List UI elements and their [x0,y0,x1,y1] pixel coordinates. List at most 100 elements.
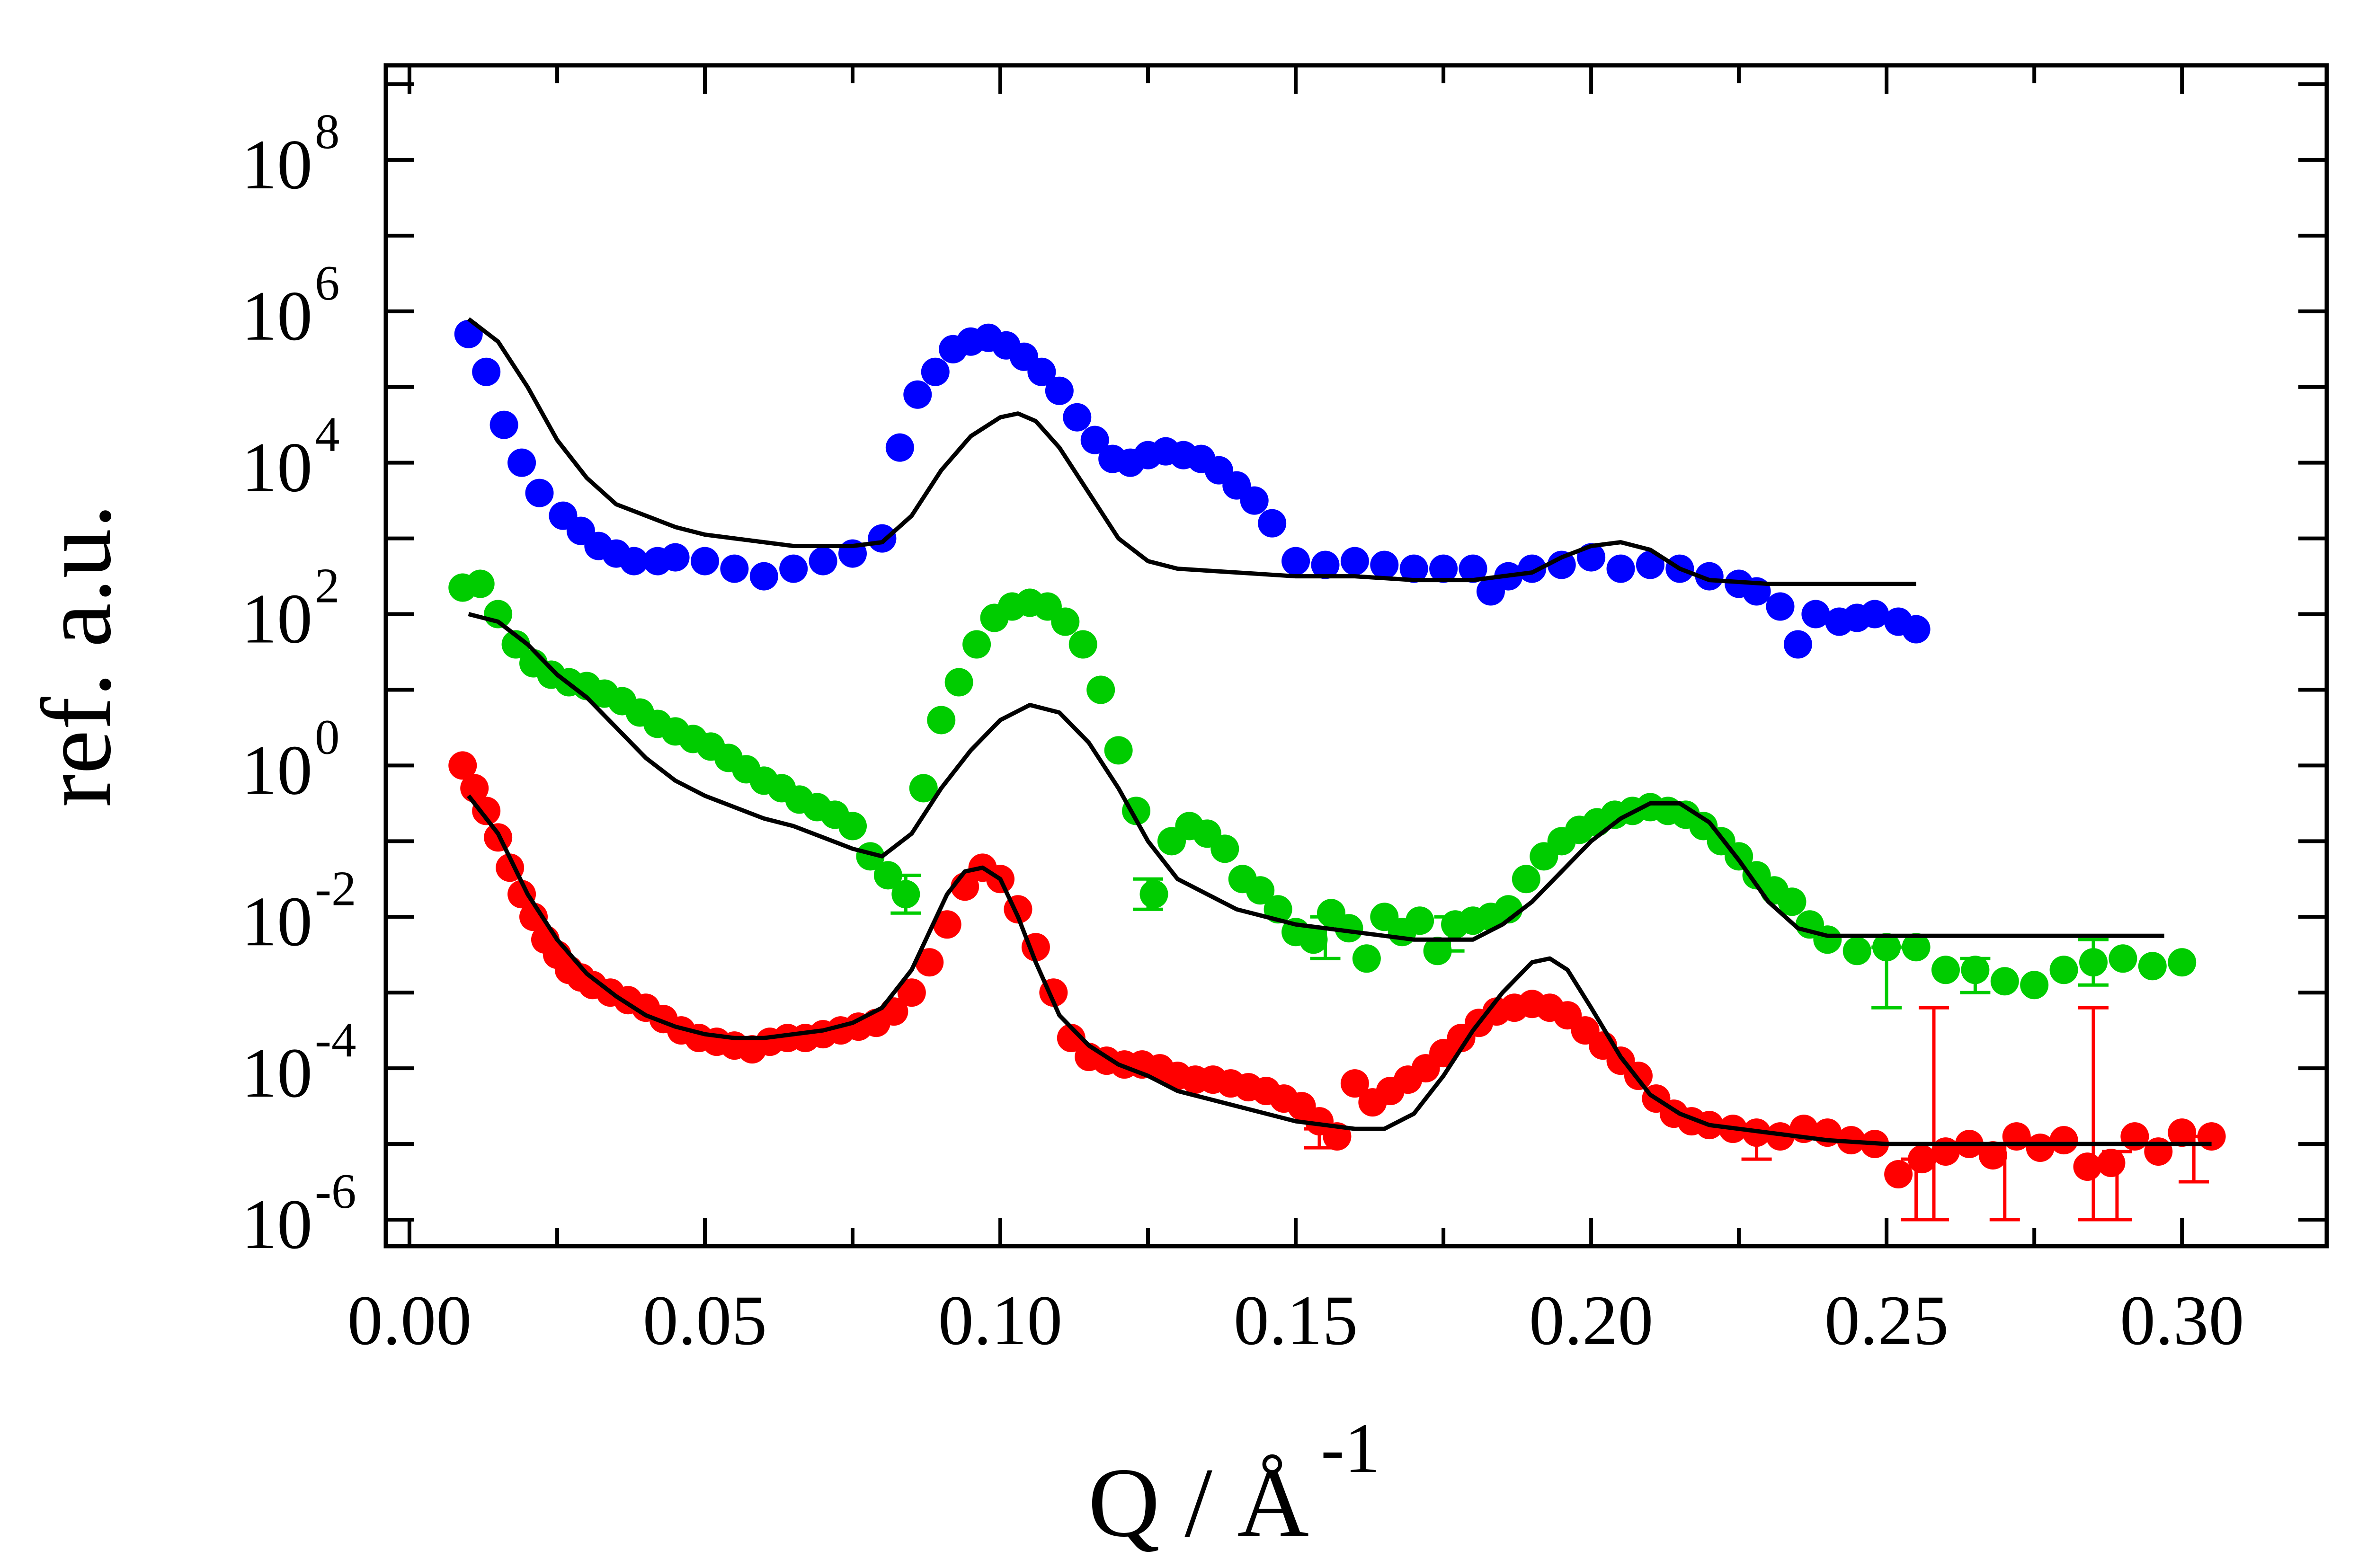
y-tick-label: 10 4 [241,407,340,507]
data-point [909,774,938,803]
data-point [489,410,518,439]
y-tick-base: 10 [241,277,312,355]
data-point [933,910,961,939]
data-point [1766,1122,1795,1151]
data-point [779,554,808,583]
y-tick-base: 10 [241,1034,312,1112]
y-tick-label: 10 2 [241,558,340,658]
data-point [1783,630,1812,659]
y-tick-base: 10 [241,1185,312,1264]
data-point [1335,914,1363,943]
y-tick-base: 10 [241,125,312,204]
data-point [1068,630,1097,659]
data-point [962,630,991,659]
data-point [1860,600,1889,629]
data-point [1139,880,1168,909]
x-tick-label: 0.15 [1234,1281,1358,1360]
data-point [1766,592,1795,621]
x-tick-label: 0.20 [1529,1281,1654,1360]
data-point [915,948,944,977]
data-point [1429,554,1458,583]
data-point [1352,944,1381,973]
data-point [891,880,920,909]
fit-red-fit [467,794,2212,1146]
data-point [1606,554,1635,583]
data-point [1512,865,1540,894]
data-point [1210,834,1239,863]
data-point [1340,547,1369,576]
data-point [1778,887,1806,916]
data-point [1902,615,1931,644]
data-point [1813,925,1842,954]
data-point [1246,876,1275,905]
data-point [1801,600,1830,629]
x-axis-label-superscript: -1 [1321,1409,1380,1488]
data-point [944,668,973,697]
data-point [1902,933,1931,962]
data-point [690,547,719,576]
x-tick-labels: 0.00 0.05 0.10 0.15 0.20 0.25 0.30 [347,1281,2244,1360]
data-point [1258,509,1287,538]
data-point [897,978,926,1007]
data-point [2109,944,2137,973]
data-point [873,861,902,890]
x-axis-label: Q / Å [1088,1448,1309,1558]
data-point [1908,1145,1937,1174]
y-tick-label: 10 -6 [241,1163,356,1264]
data-point [2097,1149,2126,1178]
y-tick-base: 10 [241,428,312,507]
data-point [1884,1160,1913,1189]
data-point [1240,486,1269,515]
x-tick-label: 0.10 [938,1281,1063,1360]
data-point [2073,1152,2102,1181]
x-axis-label-group: Q / Å -1 [1088,1409,1380,1558]
data-point [501,630,530,659]
data-point [1961,956,1990,984]
data-point [466,569,495,598]
data-point [2049,956,2078,984]
x-tick-label: 0.05 [643,1281,767,1360]
data-point [2144,1137,2173,1166]
data-point [448,751,477,780]
data-point [1080,425,1109,454]
data-point [1872,933,1901,962]
y-tick-label: 10 -4 [241,1012,356,1112]
data-point [1104,736,1133,765]
data-point [903,380,932,409]
y-tick-exponent: 4 [315,407,340,462]
data-point [1399,554,1428,583]
x-tick-label: 0.25 [1824,1281,1949,1360]
data-point [2049,1126,2078,1155]
y-tick-label: 10 -2 [241,860,356,961]
data-point [1695,562,1724,591]
y-tick-exponent: 6 [315,255,340,310]
data-point [1027,357,1056,386]
data-point [1406,906,1434,935]
data-point [1978,1141,2007,1170]
plot-frame [383,63,2329,1249]
data-point [661,543,690,572]
x-tick-label: 0.30 [2120,1281,2244,1360]
data-point [519,903,548,931]
series-blue-data [454,319,1931,659]
data-point [525,478,554,507]
y-tick-exponent: 8 [315,104,340,159]
series-green-data [448,569,2197,1000]
data-point [2020,971,2049,1000]
data-point [1051,607,1080,636]
data-point [809,547,837,576]
data-point [856,842,885,871]
data-point [1518,554,1547,583]
data-point [1931,956,1960,984]
y-tick-base: 10 [241,731,312,809]
data-point [927,706,956,735]
y-tick-label: 10 8 [241,104,340,204]
data-markers [448,319,2226,1189]
y-tick-exponent: 2 [315,558,340,613]
x-tick-label: 0.00 [347,1281,472,1360]
data-point [460,774,489,803]
y-tick-exponent: 0 [315,709,340,764]
y-tick-label: 10 6 [241,255,340,355]
y-tick-base: 10 [241,882,312,961]
